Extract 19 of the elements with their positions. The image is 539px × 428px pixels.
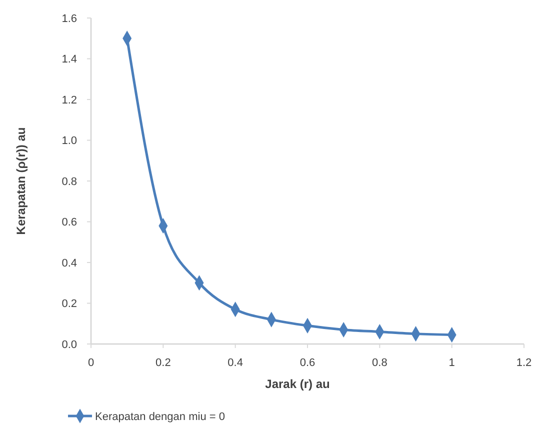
y-tick-label: 1.2: [62, 94, 77, 106]
y-tick-label: 0.4: [62, 257, 77, 270]
y-tick-label: 1.0: [62, 135, 77, 148]
y-tick-label: 0.2: [62, 298, 77, 310]
x-tick-label: 1: [448, 357, 455, 369]
x-tick-label: 1.2: [516, 357, 532, 369]
legend-label: Kerapatan dengan miu = 0: [95, 410, 225, 423]
y-tick-label: 0.0: [62, 338, 77, 351]
x-tick-label: 0.4: [228, 357, 243, 369]
y-tick-label: 1.4: [62, 54, 77, 66]
x-tick-label: 0: [88, 357, 94, 369]
x-tick-label: 0.2: [156, 357, 171, 369]
x-tick-label: 0.6: [300, 357, 316, 369]
x-tick-label: 0.8: [372, 357, 388, 369]
y-tick-label: 0.6: [62, 216, 77, 229]
y-tick-label: 0.8: [62, 176, 77, 188]
x-axis-title: Jarak (r) au: [265, 377, 330, 391]
y-axis-title: Kerapatan (ρ(r)) au: [14, 127, 28, 235]
y-tick-label: 1.6: [62, 12, 77, 25]
